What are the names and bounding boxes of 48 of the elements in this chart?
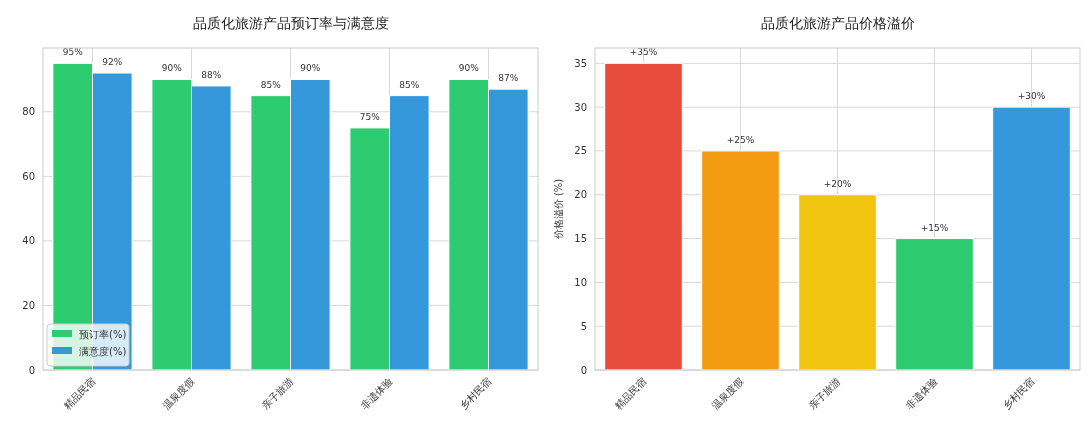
chart-title: 品质化旅游产品预订率与满意度 xyxy=(192,15,389,31)
data-label: 85% xyxy=(260,79,282,90)
x-tick-label: 非遗体验 xyxy=(358,375,395,412)
x-tick-label: 亲子旅游 xyxy=(806,375,843,412)
data-label: +15% xyxy=(920,222,949,233)
y-tick-label: 40 xyxy=(22,235,35,247)
y-tick-label: 80 xyxy=(22,106,35,118)
x-tick-label: 精品民宿 xyxy=(612,375,649,412)
y-tick-label: 0 xyxy=(580,364,587,376)
x-tick-label: 乡村民宿 xyxy=(1000,375,1037,412)
bar xyxy=(992,106,1071,371)
data-label: 90% xyxy=(161,63,183,74)
x-tick-label: 温泉度假 xyxy=(160,375,197,412)
data-label: +25% xyxy=(726,134,755,145)
y-tick-label: 5 xyxy=(580,320,587,332)
bar xyxy=(701,150,780,371)
data-label: 92% xyxy=(102,57,123,68)
y-tick-label: 60 xyxy=(22,170,35,182)
chart-title: 品质化旅游产品价格溢价 xyxy=(760,15,915,31)
x-tick-label: 非遗体验 xyxy=(903,375,940,412)
y-axis-title: 价格溢价 (%) xyxy=(553,178,564,241)
y-tick-label: 30 xyxy=(574,101,587,113)
data-label: 95% xyxy=(62,47,84,58)
data-label: 87% xyxy=(498,73,519,84)
bar xyxy=(798,194,877,371)
y-tick-label: 0 xyxy=(28,364,35,376)
bar xyxy=(895,238,974,371)
x-tick-label: 亲子旅游 xyxy=(259,375,296,412)
data-label: 90% xyxy=(458,63,480,74)
data-label: +35% xyxy=(629,47,658,58)
x-tick-label: 乡村民宿 xyxy=(457,375,494,412)
y-tick-label: 20 xyxy=(22,299,35,311)
data-label: 75% xyxy=(359,111,381,122)
y-tick-label: 10 xyxy=(574,276,587,288)
x-tick-label: 温泉度假 xyxy=(709,375,746,412)
data-label: 90% xyxy=(300,63,321,74)
data-label: +20% xyxy=(823,178,852,189)
y-tick-label: 15 xyxy=(574,233,587,245)
bar xyxy=(604,62,683,371)
series-label: 满意度(%) xyxy=(79,345,127,357)
y-tick-label: 35 xyxy=(574,57,587,69)
data-label: 88% xyxy=(201,69,222,80)
data-label: 85% xyxy=(399,79,420,90)
y-tick-label: 25 xyxy=(574,145,587,157)
x-tick-label: 精品民宿 xyxy=(61,375,98,412)
data-label: +30% xyxy=(1017,91,1046,102)
y-tick-label: 20 xyxy=(574,189,587,201)
legend-label: 预订率(%) xyxy=(79,328,127,340)
